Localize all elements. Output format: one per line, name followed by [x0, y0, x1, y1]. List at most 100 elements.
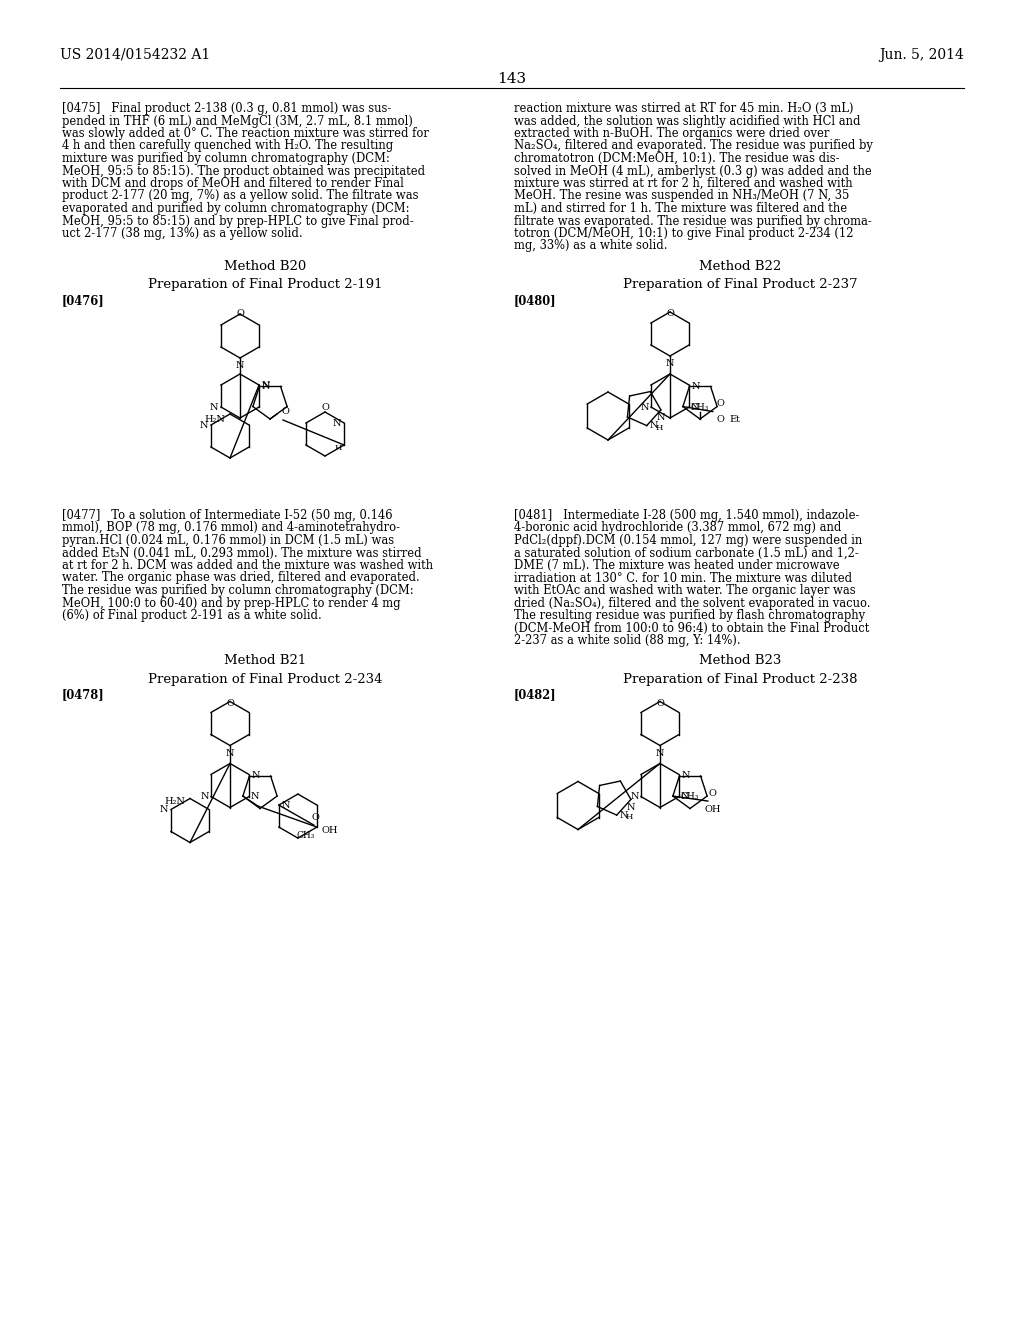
- Text: H: H: [655, 424, 663, 432]
- Text: MeOH. The resine was suspended in NH₃/MeOH (7 N, 35: MeOH. The resine was suspended in NH₃/Me…: [514, 190, 849, 202]
- Text: O: O: [281, 407, 289, 416]
- Text: added Et₃N (0.041 mL, 0.293 mmol). The mixture was stirred: added Et₃N (0.041 mL, 0.293 mmol). The m…: [62, 546, 422, 560]
- Text: CH₃: CH₃: [691, 403, 710, 412]
- Text: 2-237 as a white solid (88 mg, Y: 14%).: 2-237 as a white solid (88 mg, Y: 14%).: [514, 634, 740, 647]
- Text: N: N: [261, 381, 270, 391]
- Text: Jun. 5, 2014: Jun. 5, 2014: [880, 48, 964, 62]
- Text: O: O: [717, 414, 725, 424]
- Text: O: O: [666, 309, 674, 318]
- Text: N: N: [681, 792, 689, 801]
- Text: (6%) of Final product 2-191 as a white solid.: (6%) of Final product 2-191 as a white s…: [62, 609, 322, 622]
- Text: N: N: [640, 403, 649, 412]
- Text: mmol), BOP (78 mg, 0.176 mmol) and 4-aminotetrahydro-: mmol), BOP (78 mg, 0.176 mmol) and 4-ami…: [62, 521, 400, 535]
- Text: CH₃: CH₃: [297, 830, 315, 840]
- Text: CH₃: CH₃: [681, 792, 699, 801]
- Text: N: N: [656, 413, 666, 422]
- Text: evaporated and purified by column chromatography (DCM:: evaporated and purified by column chroma…: [62, 202, 410, 215]
- Text: MeOH, 95:5 to 85:15). The product obtained was precipitated: MeOH, 95:5 to 85:15). The product obtain…: [62, 165, 425, 177]
- Text: was added, the solution was slightly acidified with HCl and: was added, the solution was slightly aci…: [514, 115, 860, 128]
- Text: Preparation of Final Product 2-238: Preparation of Final Product 2-238: [623, 672, 857, 685]
- Text: [0476]: [0476]: [62, 294, 104, 308]
- Text: pyran.HCl (0.024 mL, 0.176 mmol) in DCM (1.5 mL) was: pyran.HCl (0.024 mL, 0.176 mmol) in DCM …: [62, 535, 394, 546]
- Text: H: H: [335, 444, 342, 451]
- Text: (DCM-MeOH from 100:0 to 96:4) to obtain the Final Product: (DCM-MeOH from 100:0 to 96:4) to obtain …: [514, 622, 869, 635]
- Text: N: N: [225, 748, 234, 758]
- Text: mg, 33%) as a white solid.: mg, 33%) as a white solid.: [514, 239, 668, 252]
- Text: H: H: [626, 813, 633, 821]
- Text: Method B21: Method B21: [224, 655, 306, 668]
- Text: product 2-177 (20 mg, 7%) as a yellow solid. The filtrate was: product 2-177 (20 mg, 7%) as a yellow so…: [62, 190, 419, 202]
- Text: with EtOAc and washed with water. The organic layer was: with EtOAc and washed with water. The or…: [514, 583, 856, 597]
- Text: O: O: [226, 700, 233, 708]
- Text: N: N: [631, 792, 639, 801]
- Text: N: N: [236, 360, 245, 370]
- Text: [0477]   To a solution of Intermediate I-52 (50 mg, 0.146: [0477] To a solution of Intermediate I-5…: [62, 510, 392, 521]
- Text: Preparation of Final Product 2-234: Preparation of Final Product 2-234: [147, 672, 382, 685]
- Text: O: O: [237, 309, 244, 318]
- Text: a saturated solution of sodium carbonate (1.5 mL) and 1,2-: a saturated solution of sodium carbonate…: [514, 546, 859, 560]
- Text: MeOH, 100:0 to 60-40) and by prep-HPLC to render 4 mg: MeOH, 100:0 to 60-40) and by prep-HPLC t…: [62, 597, 400, 610]
- Text: extracted with n-BuOH. The organics were dried over: extracted with n-BuOH. The organics were…: [514, 127, 829, 140]
- Text: N: N: [681, 771, 690, 780]
- Text: uct 2-177 (38 mg, 13%) as a yellow solid.: uct 2-177 (38 mg, 13%) as a yellow solid…: [62, 227, 303, 240]
- Text: Et: Et: [729, 414, 740, 424]
- Text: reaction mixture was stirred at RT for 45 min. H₂O (3 mL): reaction mixture was stirred at RT for 4…: [514, 102, 853, 115]
- Text: Na₂SO₄, filtered and evaporated. The residue was purified by: Na₂SO₄, filtered and evaporated. The res…: [514, 140, 872, 153]
- Text: filtrate was evaporated. The residue was purified by chroma-: filtrate was evaporated. The residue was…: [514, 214, 871, 227]
- Text: mixture was purified by column chromatography (DCM:: mixture was purified by column chromatog…: [62, 152, 390, 165]
- Text: pended in THF (6 mL) and MeMgCl (3M, 2.7 mL, 8.1 mmol): pended in THF (6 mL) and MeMgCl (3M, 2.7…: [62, 115, 413, 128]
- Text: N: N: [691, 381, 700, 391]
- Text: chromatotron (DCM:MeOH, 10:1). The residue was dis-: chromatotron (DCM:MeOH, 10:1). The resid…: [514, 152, 840, 165]
- Text: 143: 143: [498, 73, 526, 86]
- Text: [0482]: [0482]: [514, 689, 557, 701]
- Text: N: N: [160, 805, 168, 814]
- Text: N: N: [200, 421, 208, 429]
- Text: mixture was stirred at rt for 2 h, filtered and washed with: mixture was stirred at rt for 2 h, filte…: [514, 177, 853, 190]
- Text: OH: OH: [705, 805, 721, 813]
- Text: H₂N: H₂N: [204, 414, 225, 424]
- Text: Method B22: Method B22: [698, 260, 781, 273]
- Text: Preparation of Final Product 2-191: Preparation of Final Product 2-191: [147, 279, 382, 290]
- Text: 4 h and then carefully quenched with H₂O. The resulting: 4 h and then carefully quenched with H₂O…: [62, 140, 393, 153]
- Text: totron (DCM/MeOH, 10:1) to give Final product 2-234 (12: totron (DCM/MeOH, 10:1) to give Final pr…: [514, 227, 853, 240]
- Text: 4-boronic acid hydrochloride (3.387 mmol, 672 mg) and: 4-boronic acid hydrochloride (3.387 mmol…: [514, 521, 842, 535]
- Text: at rt for 2 h. DCM was added and the mixture was washed with: at rt for 2 h. DCM was added and the mix…: [62, 558, 433, 572]
- Text: OH: OH: [322, 825, 338, 834]
- Text: O: O: [717, 399, 725, 408]
- Text: irradiation at 130° C. for 10 min. The mixture was diluted: irradiation at 130° C. for 10 min. The m…: [514, 572, 852, 585]
- Text: [0475]   Final product 2-138 (0.3 g, 0.81 mmol) was sus-: [0475] Final product 2-138 (0.3 g, 0.81 …: [62, 102, 391, 115]
- Text: [0481]   Intermediate I-28 (500 mg, 1.540 mmol), indazole-: [0481] Intermediate I-28 (500 mg, 1.540 …: [514, 510, 859, 521]
- Text: Method B20: Method B20: [224, 260, 306, 273]
- Text: water. The organic phase was dried, filtered and evaporated.: water. The organic phase was dried, filt…: [62, 572, 420, 585]
- Text: N: N: [210, 403, 218, 412]
- Text: dried (Na₂SO₄), filtered and the solvent evaporated in vacuo.: dried (Na₂SO₄), filtered and the solvent…: [514, 597, 870, 610]
- Text: The resulting residue was purified by flash chromatography: The resulting residue was purified by fl…: [514, 609, 865, 622]
- Text: US 2014/0154232 A1: US 2014/0154232 A1: [60, 48, 210, 62]
- Text: H₂N: H₂N: [164, 797, 185, 807]
- Text: with DCM and drops of MeOH and filtered to render Final: with DCM and drops of MeOH and filtered …: [62, 177, 403, 190]
- Text: solved in MeOH (4 mL), amberlyst (0.3 g) was added and the: solved in MeOH (4 mL), amberlyst (0.3 g)…: [514, 165, 871, 177]
- Text: mL) and stirred for 1 h. The mixture was filtered and the: mL) and stirred for 1 h. The mixture was…: [514, 202, 847, 215]
- Text: O: O: [709, 788, 717, 797]
- Text: N: N: [666, 359, 674, 368]
- Text: N: N: [333, 420, 341, 429]
- Text: Method B23: Method B23: [698, 655, 781, 668]
- Text: [0478]: [0478]: [62, 689, 104, 701]
- Text: N: N: [620, 810, 629, 820]
- Text: PdCl₂(dppf).DCM (0.154 mmol, 127 mg) were suspended in: PdCl₂(dppf).DCM (0.154 mmol, 127 mg) wer…: [514, 535, 862, 546]
- Text: MeOH, 95:5 to 85:15) and by prep-HPLC to give Final prod-: MeOH, 95:5 to 85:15) and by prep-HPLC to…: [62, 214, 414, 227]
- Text: O: O: [312, 813, 319, 821]
- Text: was slowly added at 0° C. The reaction mixture was stirred for: was slowly added at 0° C. The reaction m…: [62, 127, 429, 140]
- Text: DME (7 mL). The mixture was heated under microwave: DME (7 mL). The mixture was heated under…: [514, 558, 840, 572]
- Text: N: N: [650, 421, 658, 430]
- Text: N: N: [262, 380, 270, 389]
- Text: N: N: [691, 403, 699, 412]
- Text: N: N: [655, 748, 665, 758]
- Text: N: N: [627, 803, 635, 812]
- Text: The residue was purified by column chromatography (DCM:: The residue was purified by column chrom…: [62, 583, 414, 597]
- Text: N: N: [201, 792, 209, 801]
- Text: Preparation of Final Product 2-237: Preparation of Final Product 2-237: [623, 279, 857, 290]
- Text: [0480]: [0480]: [514, 294, 557, 308]
- Text: O: O: [322, 403, 329, 412]
- Text: N: N: [282, 800, 291, 809]
